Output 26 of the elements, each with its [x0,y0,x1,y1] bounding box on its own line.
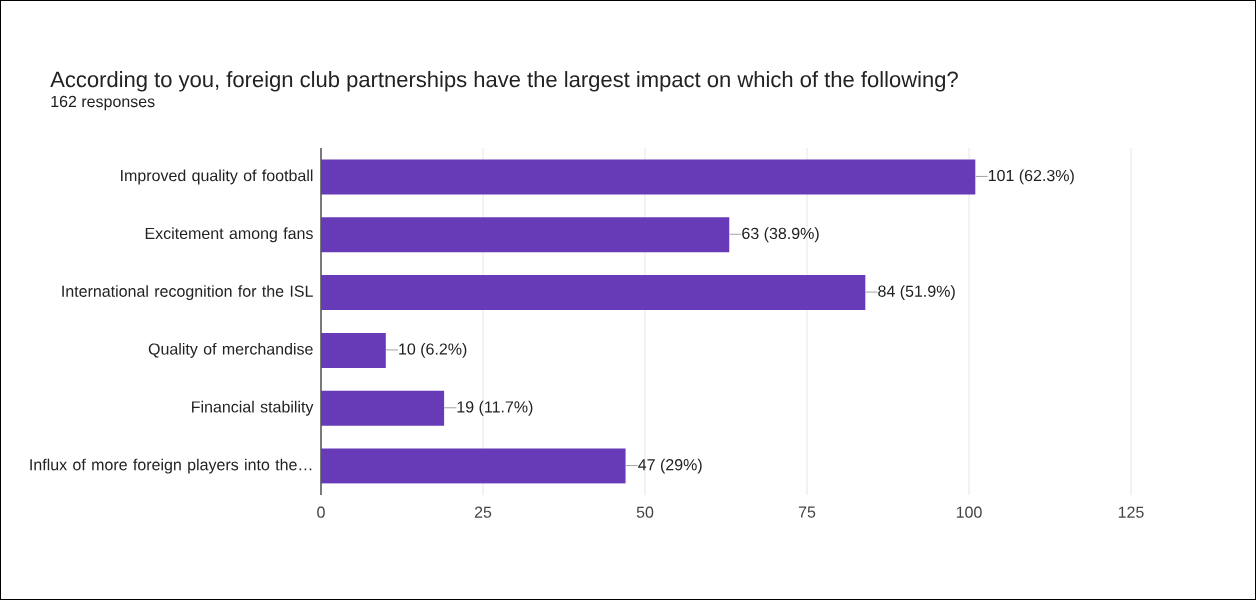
x-tick-label: 50 [636,506,654,518]
bar [321,390,445,426]
data-label: 63 (38.9%) [742,227,819,243]
y-tick-label: Improved quality of football [121,169,313,185]
data-label: 47 (29%) [638,458,702,474]
y-tick-label: International recognition for the ISL [62,285,313,301]
text: 162 responses [51,95,155,111]
y-tick-label: Quality of merchandise [148,342,313,358]
x-tick-label: 100 [956,506,982,518]
chart-title: According to you, foreign club partnerships have the largest impact on which of the following? [50,71,958,92]
bar [321,275,866,311]
data-label: 84 (51.9%) [878,285,955,301]
x-tick-label: 75 [798,506,816,518]
y-tick-label: Influx of more foreign players into the… [30,458,312,474]
data-label: 19 (11.7%) [457,400,533,416]
x-tick-label: 125 [1118,506,1144,518]
y-tick-label: Excitement among fans [145,227,313,243]
bar [321,332,386,368]
bar [321,159,976,195]
y-tick-label: Financial stability [192,400,314,416]
bar [321,448,626,484]
data-label: 10 (6.2%) [399,342,467,358]
x-tick-label: 25 [474,506,492,518]
bar [321,217,730,253]
x-tick-label: 0 [317,506,325,518]
data-label: 101 (62.3%) [988,169,1074,185]
